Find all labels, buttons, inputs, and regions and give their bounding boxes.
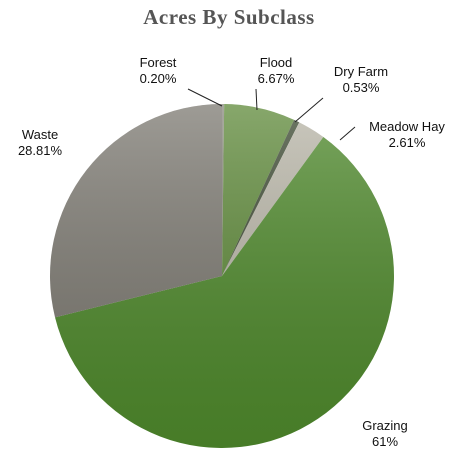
slice-label: Flood	[260, 55, 293, 70]
leader-line	[339, 126, 356, 141]
pie-shade	[50, 104, 394, 448]
slice-label: Waste	[22, 127, 58, 142]
slice-value-label: 28.81%	[18, 143, 63, 158]
leader-line	[187, 88, 223, 107]
slice-value-label: 0.20%	[140, 71, 177, 86]
leader-line	[294, 97, 324, 123]
slice-label: Dry Farm	[334, 64, 388, 79]
slice-value-label: 6.67%	[258, 71, 295, 86]
slice-value-label: 2.61%	[389, 135, 426, 150]
slice-label: Meadow Hay	[369, 119, 445, 134]
pie	[50, 104, 395, 449]
slice-label: Grazing	[362, 418, 408, 433]
slice-value-label: 61%	[372, 434, 398, 449]
leader-line	[255, 88, 258, 111]
slice-value-label: 0.53%	[343, 80, 380, 95]
slice-label: Forest	[140, 55, 177, 70]
chart-title: Acres By Subclass	[143, 5, 314, 29]
